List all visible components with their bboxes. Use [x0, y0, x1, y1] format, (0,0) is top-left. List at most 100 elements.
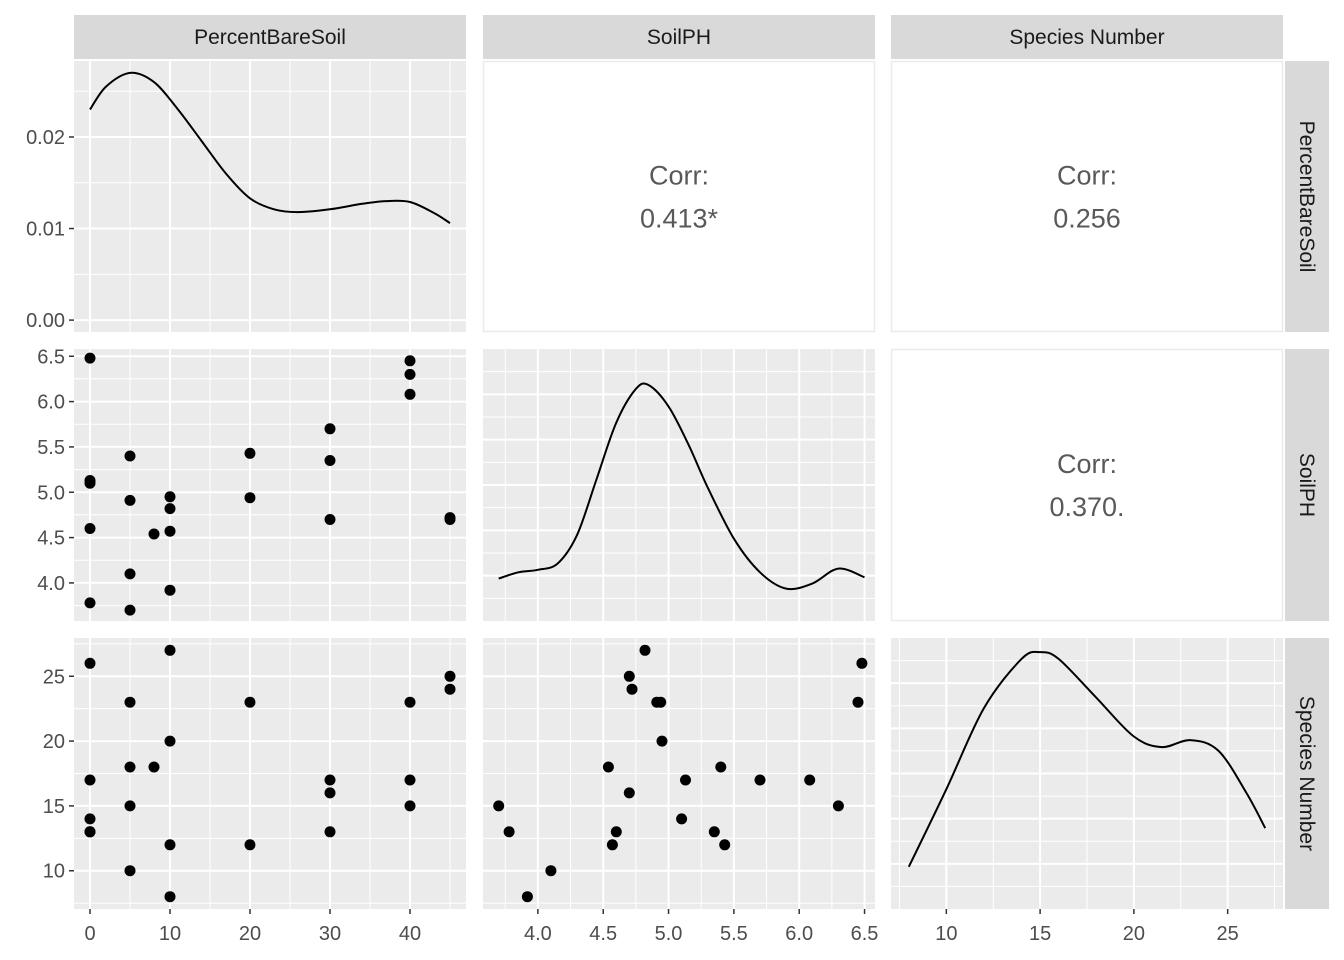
x-tick-label: 5.5 [720, 923, 748, 945]
x-tick-label: 20 [1123, 923, 1145, 945]
strip-right-label-species-number: Species Number [1295, 696, 1318, 851]
x-tick-label: 10 [935, 923, 957, 945]
x-tick-label: 10 [159, 923, 181, 945]
data-point [444, 670, 456, 682]
data-point [84, 523, 96, 534]
data-point [148, 528, 160, 540]
data-point [124, 800, 136, 812]
data-point [623, 670, 635, 682]
panel-background [74, 349, 466, 621]
x-tick-label: 4.0 [524, 923, 552, 945]
data-point [444, 514, 456, 525]
panel-percentbaresoil-vs-species-number: Corr: 0.256 [890, 60, 1284, 333]
y-tick-label: 0.00 [26, 310, 65, 332]
y-tick-label: 5.0 [37, 482, 65, 504]
y-tick-label: 6.5 [37, 346, 65, 368]
data-point [404, 388, 416, 400]
data-point [493, 800, 505, 812]
strip-right-label-percentbaresoil: PercentBareSoil [1295, 121, 1318, 273]
y-tick-label: 4.5 [37, 528, 65, 550]
data-point [623, 787, 635, 799]
data-point [639, 644, 651, 656]
data-point [124, 604, 136, 616]
data-point [164, 584, 176, 596]
panel-percentbaresoil-vs-percentbaresoil [74, 61, 466, 332]
data-point [324, 423, 336, 435]
corr-label: Corr: [1057, 449, 1117, 479]
data-point [164, 839, 176, 851]
data-point [124, 568, 136, 580]
density-line-soilph [498, 382, 865, 591]
corr-value: 0.413* [640, 204, 719, 234]
data-point [610, 826, 622, 838]
data-point [124, 761, 136, 773]
y-tick-label: 25 [43, 666, 65, 688]
y-tick-label: 20 [43, 731, 65, 753]
data-point [324, 774, 336, 786]
data-point [708, 826, 720, 838]
panel-soilph-vs-percentbaresoil [74, 349, 466, 621]
y-tick-label: 15 [43, 796, 65, 818]
data-point [244, 492, 256, 504]
corr-panel-bg [890, 60, 1284, 333]
x-tick-label: 6.5 [851, 923, 879, 945]
data-point [164, 503, 176, 515]
data-point [719, 839, 731, 851]
x-tick-label: 25 [1217, 923, 1239, 945]
corr-panel-bg [890, 348, 1284, 622]
data-point [852, 696, 864, 708]
x-tick-label: 0 [84, 923, 95, 945]
panel-species-number-vs-species-number [891, 638, 1283, 909]
strip-right-species-number [1285, 638, 1329, 909]
data-point [606, 839, 618, 851]
y-tick-label: 10 [43, 861, 65, 883]
strip-top-label-percentbaresoil: PercentBareSoil [194, 26, 346, 49]
y-tick-label: 5.5 [37, 437, 65, 459]
data-point [84, 657, 96, 669]
strip-top-label-species-number: Species Number [1009, 26, 1164, 49]
panel-soilph-vs-soilph [483, 349, 875, 621]
data-point [164, 891, 176, 903]
y-tick-label: 0.02 [26, 127, 65, 149]
data-point [655, 696, 667, 708]
x-tick-label: 5.0 [655, 923, 683, 945]
data-point [164, 491, 176, 503]
x-tick-label: 15 [1029, 923, 1051, 945]
data-point [404, 774, 416, 786]
strip-top-percentbaresoil [74, 15, 466, 59]
panel-species-number-vs-percentbaresoil [74, 638, 466, 909]
data-point [444, 683, 456, 695]
data-point [324, 787, 336, 799]
data-point [804, 774, 816, 786]
y-tick-label: 0.01 [26, 219, 65, 241]
data-point [324, 514, 336, 525]
panel-background [74, 61, 466, 332]
data-point [545, 865, 557, 877]
density-line-species-number [907, 650, 1267, 868]
data-point [602, 761, 614, 773]
data-point [324, 455, 336, 466]
data-point [84, 597, 96, 609]
corr-value: 0.256 [1053, 204, 1121, 234]
data-point [164, 525, 176, 537]
data-point [244, 447, 256, 459]
data-point [124, 696, 136, 708]
x-tick-label: 30 [319, 923, 341, 945]
data-point [148, 761, 160, 773]
data-point [404, 368, 416, 380]
corr-label: Corr: [1057, 161, 1117, 191]
data-point [84, 826, 96, 838]
density-line-percentbaresoil [89, 71, 451, 224]
corr-panel-bg [482, 60, 876, 333]
data-point [656, 735, 668, 747]
data-point [404, 696, 416, 708]
corr-value: 0.370. [1049, 492, 1124, 522]
data-point [124, 865, 136, 877]
data-point [626, 683, 638, 695]
x-tick-label: 6.0 [785, 923, 813, 945]
corr-label: Corr: [649, 161, 709, 191]
data-point [856, 657, 868, 669]
strip-right-percentbaresoil [1285, 61, 1329, 332]
panel-percentbaresoil-vs-soilph: Corr: 0.413* [482, 60, 876, 333]
